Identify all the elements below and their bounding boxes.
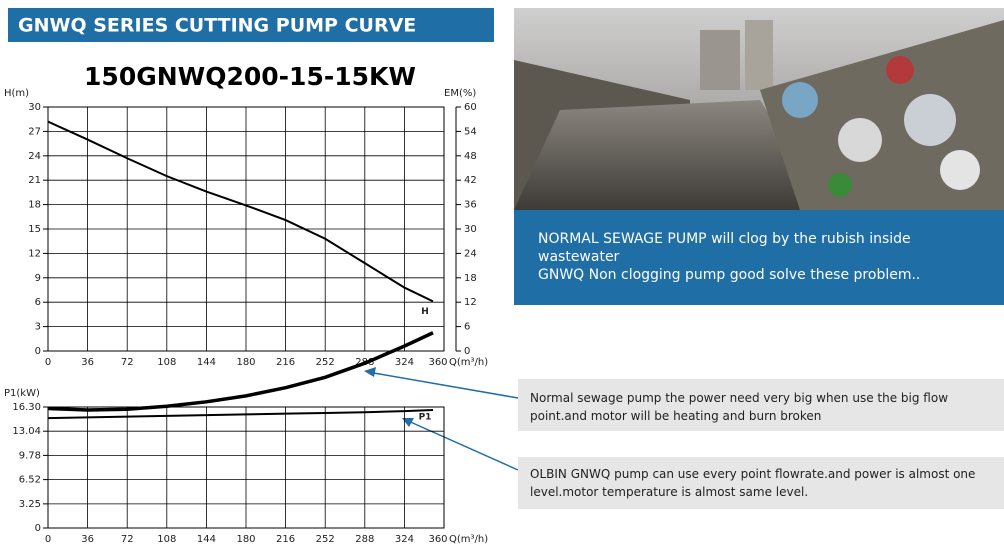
note: OLBIN GNWQ pump can use every point flow… — [518, 457, 1004, 509]
y-tick-label: 12 — [28, 248, 41, 259]
x-tick-label: 252 — [316, 534, 335, 545]
y2-tick-label: 24 — [464, 248, 477, 259]
y-tick-label: 0 — [35, 346, 41, 357]
y2-tick-label: 60 — [464, 102, 477, 113]
page-title: GNWQ SERIES CUTTING PUMP CURVE — [18, 15, 416, 37]
y-tick-label: 6 — [35, 297, 41, 308]
x-tick-label: 0 — [45, 357, 51, 368]
series-label: P1 — [419, 412, 432, 422]
arrow — [405, 419, 519, 471]
chart-title: 150GNWQ200-15-15KW — [84, 62, 416, 91]
x-tick-label: 108 — [157, 534, 176, 545]
y2-tick-label: 30 — [464, 224, 477, 235]
y-tick-label: 27 — [28, 126, 41, 137]
y-tick-label: 30 — [28, 102, 41, 113]
series-label: H — [421, 307, 429, 317]
y-tick-label: 21 — [28, 175, 41, 186]
x-tick-label: 108 — [157, 357, 176, 368]
y2-tick-label: 0 — [464, 346, 470, 357]
y-tick-label: 6.52 — [19, 475, 41, 486]
banner-line: NORMAL SEWAGE PUMP will clog by the rubi… — [538, 231, 911, 265]
info-banner: NORMAL SEWAGE PUMP will clog by the rubi… — [514, 210, 1004, 305]
arrow-head — [402, 418, 414, 427]
y-tick-label: 9 — [35, 273, 41, 284]
y-tick-label: 3 — [35, 322, 41, 333]
x-tick-label: 360 — [428, 357, 447, 368]
x-tick-label: 180 — [236, 357, 255, 368]
x-tick-label: 36 — [81, 534, 94, 545]
x-tick-label: 324 — [395, 534, 414, 545]
arrow-head — [364, 367, 376, 377]
x-tick-label: 216 — [276, 534, 295, 545]
y-tick-label: 18 — [28, 200, 41, 211]
y-tick-label: 13.04 — [12, 426, 41, 437]
photo — [514, 8, 1004, 210]
x-tick-label: 288 — [355, 534, 374, 545]
title-banner — [8, 8, 494, 42]
y-tick-label: 9.78 — [19, 450, 41, 461]
y-tick-label: 15 — [28, 224, 41, 235]
x-tick-label: 324 — [395, 357, 414, 368]
x-tick-label: 0 — [45, 534, 51, 545]
y-tick-label: 3.25 — [19, 499, 41, 510]
y-tick-label: 0 — [35, 523, 41, 534]
x-tick-label: 72 — [121, 534, 134, 545]
y2-tick-label: 36 — [464, 200, 477, 211]
y-axis-label: P1(kW) — [4, 388, 40, 399]
x-tick-label: 252 — [316, 357, 335, 368]
arrow — [367, 371, 519, 399]
x-tick-label: 216 — [276, 357, 295, 368]
y-tick-label: 24 — [28, 151, 41, 162]
line-series — [47, 331, 434, 412]
line-series — [47, 120, 434, 303]
x-axis-label: Q(m³/h) — [449, 534, 488, 545]
x-tick-label: 36 — [81, 357, 94, 368]
y2-axis-label: EM(%) — [444, 88, 476, 99]
line-series — [47, 408, 434, 420]
y2-tick-label: 6 — [464, 322, 470, 333]
y-tick-label: 16.30 — [12, 402, 41, 413]
y2-tick-label: 54 — [464, 126, 477, 137]
banner-line: GNWQ Non clogging pump good solve these … — [538, 267, 921, 283]
y-axis-label: H(m) — [4, 88, 29, 99]
x-tick-label: 72 — [121, 357, 134, 368]
x-tick-label: 144 — [197, 534, 216, 545]
x-tick-label: 180 — [236, 534, 255, 545]
x-axis-label: Q(m³/h) — [449, 357, 488, 368]
y2-tick-label: 12 — [464, 297, 477, 308]
y2-tick-label: 42 — [464, 175, 477, 186]
y2-tick-label: 18 — [464, 273, 477, 284]
x-tick-label: 360 — [428, 534, 447, 545]
x-tick-label: 144 — [197, 357, 216, 368]
y2-tick-label: 48 — [464, 151, 477, 162]
note: Normal sewage pump the power need very b… — [518, 379, 1004, 431]
